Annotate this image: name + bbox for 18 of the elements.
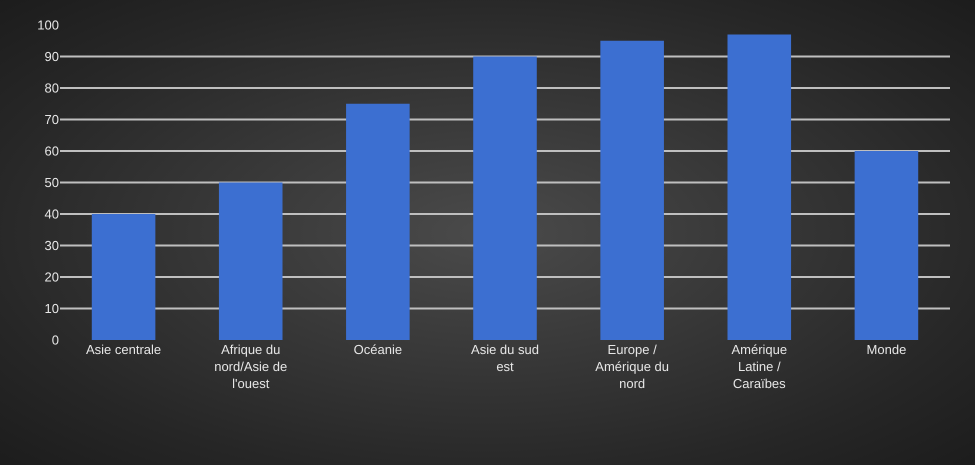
y-tick-label: 90 [44, 49, 59, 64]
x-tick-label: Asie centrale [86, 342, 162, 357]
y-tick-label: 80 [44, 80, 59, 96]
y-tick-label: 20 [44, 270, 59, 285]
x-tick-label: Océanie [354, 342, 402, 357]
y-tick-label: 60 [44, 144, 59, 159]
y-tick-label: 30 [44, 238, 59, 254]
y-tick-label: 10 [44, 301, 59, 316]
y-tick-label: 70 [44, 112, 59, 128]
x-tick-label: Monde [866, 342, 906, 357]
y-tick-label: 100 [37, 18, 59, 33]
x-tick-label: Europe / Amérique du nord [595, 342, 669, 391]
y-tick-label: 50 [44, 175, 59, 190]
y-tick-label: 0 [52, 332, 59, 348]
x-tick-label: Asie du sud est [471, 342, 539, 374]
y-tick-label: 40 [44, 206, 59, 222]
x-tick-label: Afrique du nord/Asie de l'ouest [214, 342, 288, 391]
x-tick-label: Amérique Latine / Caraïbes [731, 342, 788, 391]
